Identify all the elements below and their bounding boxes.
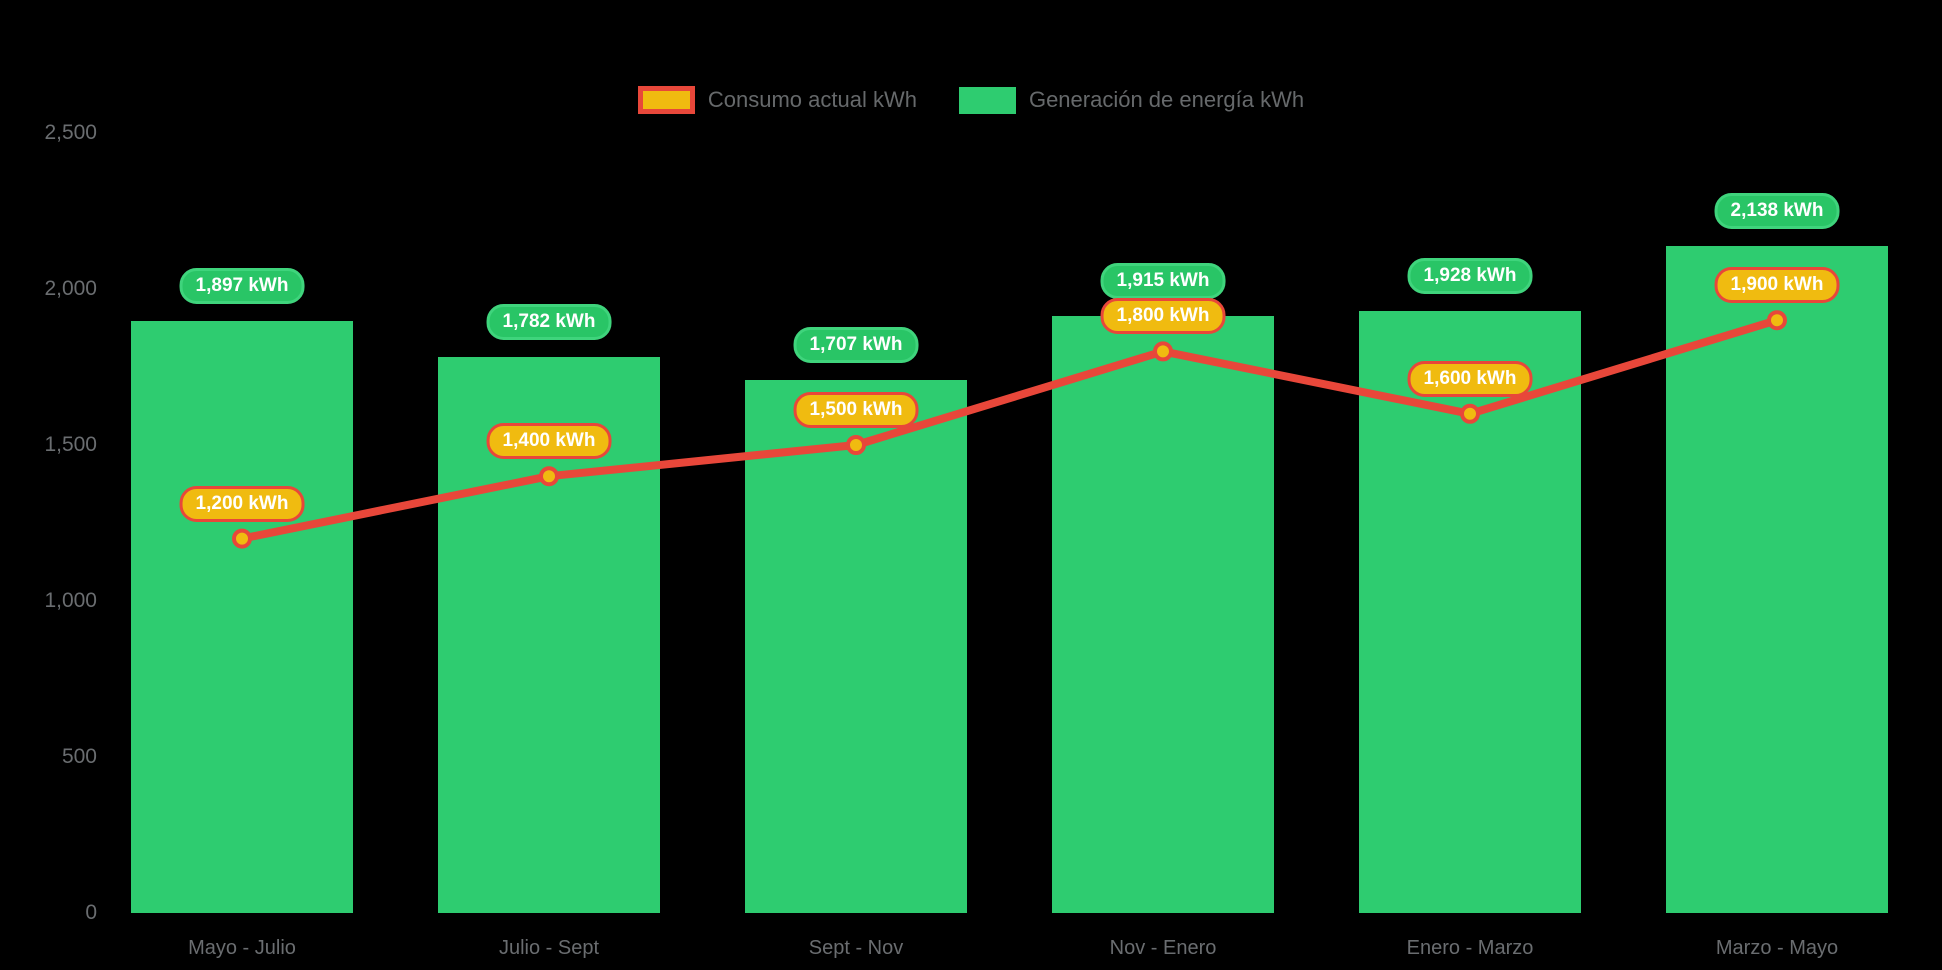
line-point [846, 435, 866, 455]
x-axis-label: Marzo - Mayo [1715, 937, 1839, 959]
bar-generacion [1052, 315, 1274, 913]
bar-generacion [1666, 245, 1888, 913]
line-point [1153, 341, 1173, 362]
bar-generacion [131, 321, 353, 913]
line-point [539, 466, 559, 487]
bar-value-pill: 1,897 kWh [179, 268, 305, 305]
line-value-pill: 1,600 kWh [1407, 360, 1533, 397]
legend-item-consumo[interactable]: Consumo actual kWh [637, 86, 917, 114]
line-value-pill: 1,900 kWh [1714, 267, 1840, 304]
bar-value-pill: 1,707 kWh [793, 327, 919, 364]
line-value-pill: 1,800 kWh [1100, 298, 1226, 335]
x-axis-label: Nov - Enero [1109, 937, 1217, 959]
line-value-pill: 1,200 kWh [179, 485, 305, 522]
line-value-pill: 1,400 kWh [486, 423, 612, 460]
x-axis-label: Julio - Sept [498, 937, 600, 959]
x-axis-label: Sept - Nov [808, 937, 904, 959]
y-axis-tick-label: 1,000 [44, 589, 97, 612]
consumo-legend-swatch-icon [637, 86, 695, 114]
y-axis-tick-label: 0 [85, 901, 97, 924]
line-point [1460, 403, 1480, 424]
line-point [1767, 310, 1787, 331]
x-axis-label: Enero - Marzo [1406, 937, 1534, 959]
legend-item-generacion[interactable]: Generación de energía kWh [958, 86, 1305, 114]
legend-label-generacion: Generación de energía kWh [1028, 87, 1305, 112]
legend-label-consumo: Consumo actual kWh [707, 87, 917, 112]
generacion-legend-swatch-icon [958, 86, 1016, 114]
chart-legend: Consumo actual kWh Generación de energía… [0, 85, 1942, 115]
y-axis-tick-label: 1,500 [44, 433, 97, 456]
bar-value-pill: 1,928 kWh [1407, 258, 1533, 295]
y-axis-tick-label: 2,000 [44, 277, 97, 300]
y-axis-tick-label: 2,500 [44, 121, 97, 144]
y-axis-tick-label: 500 [61, 745, 97, 768]
consumo-line [238, 316, 1781, 543]
bar-generacion [745, 380, 967, 913]
bar-value-pill: 2,138 kWh [1714, 192, 1840, 229]
bar-value-pill: 1,915 kWh [1100, 262, 1226, 299]
bar-value-pill: 1,782 kWh [486, 304, 612, 341]
x-axis-label: Mayo - Julio [188, 937, 296, 959]
line-point [232, 528, 252, 549]
line-value-pill: 1,500 kWh [793, 392, 919, 428]
